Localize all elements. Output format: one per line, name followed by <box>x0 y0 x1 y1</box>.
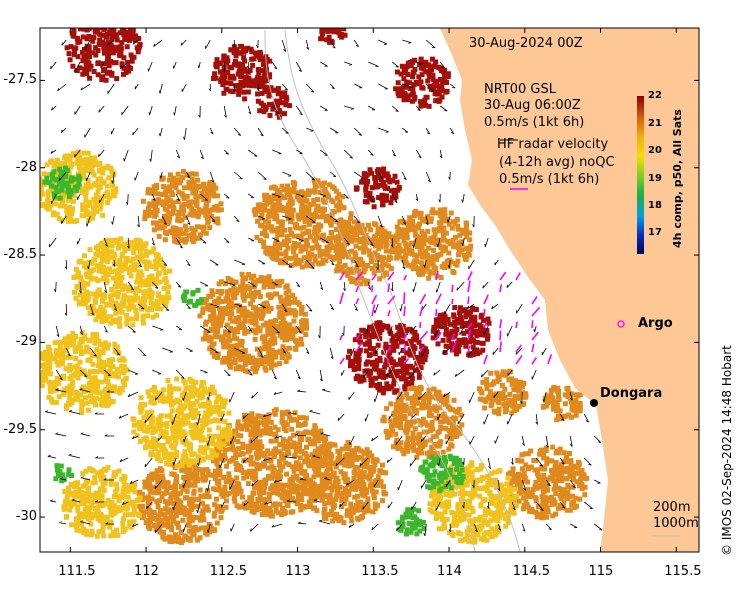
radar-vector <box>339 270 553 365</box>
axis-ticks <box>40 28 699 552</box>
model-line1: NRT00 GSL <box>484 82 556 97</box>
model-line2: 30-Aug 06:00Z <box>484 98 581 113</box>
sst-patches <box>40 28 590 545</box>
date-title: 30-Aug-2024 00Z <box>469 36 583 51</box>
colorbar-tick-21: 21 <box>648 118 662 129</box>
place-label-dongara: Dongara <box>600 386 663 401</box>
plot-frame <box>39 27 700 553</box>
colorbar-tick-17: 17 <box>648 227 662 238</box>
x-tick-label: 114.5 <box>512 564 550 579</box>
colorbar-tick-18: 18 <box>648 200 662 211</box>
isobath-label-1000: 1000m <box>653 516 699 531</box>
x-tick-label: 111.5 <box>58 564 96 579</box>
y-tick-label: -29.5 <box>3 421 37 437</box>
colorbar-tick-22: 22 <box>648 90 662 101</box>
sst-patch <box>40 149 520 545</box>
y-tick-label: -28 <box>15 159 37 175</box>
x-tick-label: 114 <box>437 564 462 579</box>
y-tick-label: -28.5 <box>3 247 37 263</box>
model-scale-label: 0.5m/s (1kt 6h) <box>484 115 585 130</box>
model-vector <box>44 39 603 537</box>
model-current-vectors <box>44 39 603 537</box>
y-tick-label: -27.5 <box>3 72 37 88</box>
y-tick-label: -29 <box>15 334 37 350</box>
isobaths <box>264 29 521 552</box>
x-tick-label: 112.5 <box>209 564 247 579</box>
x-tick-label: 112 <box>134 564 159 579</box>
radar-line1: HF radar velocity <box>497 137 609 152</box>
dongara-marker <box>590 399 598 407</box>
radar-scale-label: 0.5m/s (1kt 6h) <box>499 172 600 187</box>
colorbar <box>637 96 644 254</box>
radar-line2: (4-12h avg) noQC <box>499 155 615 170</box>
credit-text: © IMOS 02-Sep-2024 14:48 Hobart <box>720 345 734 556</box>
x-tick-label: 113.5 <box>361 564 399 579</box>
isobath-label-200: 200m <box>653 500 691 515</box>
sst-patch <box>64 28 492 396</box>
colorbar-tick-19: 19 <box>648 173 662 184</box>
x-tick-label: 113 <box>285 564 311 579</box>
place-label-argo: Argo <box>638 316 673 331</box>
colorbar-label: 4h comp, p50, All Sats <box>671 109 684 248</box>
argo-marker <box>617 320 625 328</box>
land <box>440 28 699 552</box>
x-tick-label: 115.5 <box>664 564 702 579</box>
y-tick-label: -30 <box>15 509 37 525</box>
hf-radar-vectors <box>339 270 553 365</box>
colorbar-tick-20: 20 <box>648 145 662 156</box>
sst-patch <box>136 169 590 545</box>
x-tick-label: 115 <box>588 564 614 579</box>
